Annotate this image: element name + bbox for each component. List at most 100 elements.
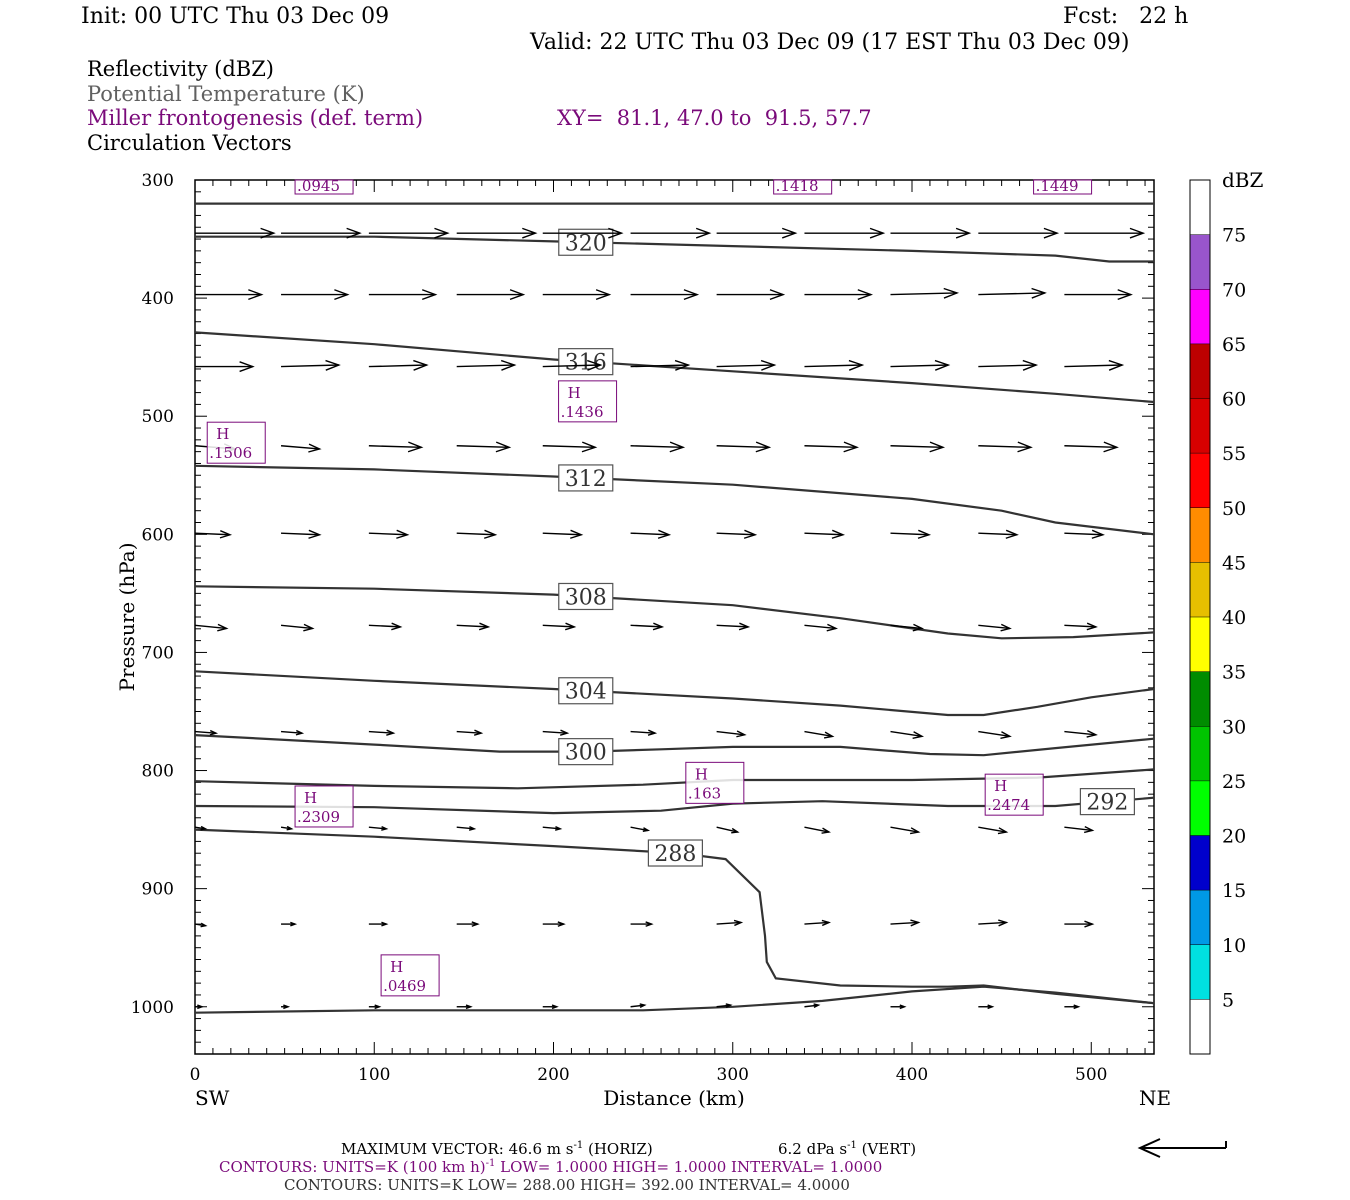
vector-shaft bbox=[804, 826, 830, 833]
vector-shaft bbox=[978, 364, 1037, 368]
vector-head bbox=[910, 919, 921, 927]
vector-shaft bbox=[1064, 826, 1093, 832]
vector-head bbox=[509, 289, 526, 301]
vector-head bbox=[987, 1004, 995, 1010]
vector-head bbox=[642, 827, 651, 833]
vector-head bbox=[495, 441, 512, 453]
vector-shaft bbox=[978, 826, 1007, 833]
circulation-vector bbox=[194, 922, 208, 928]
colorbar-segment bbox=[1190, 835, 1210, 891]
theta-contour-label: 304 bbox=[558, 677, 614, 705]
vector-shaft bbox=[542, 532, 582, 536]
vector-shaft bbox=[368, 364, 427, 368]
vector-head bbox=[334, 289, 350, 301]
contours-frontogenesis-sup: -1 bbox=[486, 1158, 496, 1169]
colorbar-segment bbox=[1190, 180, 1210, 235]
circulation-vector bbox=[456, 227, 538, 239]
vector-shaft bbox=[890, 445, 944, 449]
y-axis-label: Pressure (hPa) bbox=[115, 543, 139, 692]
vector-head bbox=[674, 359, 691, 371]
theta-contour-label: 288 bbox=[647, 839, 703, 867]
circulation-vector bbox=[542, 227, 624, 239]
circulation-vector bbox=[281, 921, 298, 927]
vector-head bbox=[1017, 441, 1033, 453]
vector-head bbox=[912, 623, 925, 632]
maximum-value: .2474 bbox=[987, 796, 1030, 814]
contour-label-text: 308 bbox=[565, 585, 607, 610]
vector-head bbox=[1000, 731, 1012, 739]
circulation-vector bbox=[978, 227, 1060, 239]
vector-head bbox=[559, 729, 570, 736]
circulation-vector bbox=[368, 622, 403, 631]
circulation-vector bbox=[804, 289, 873, 301]
vector-shaft bbox=[630, 532, 670, 536]
vector-head bbox=[283, 1004, 291, 1010]
circulation-vector bbox=[630, 729, 658, 736]
vector-head bbox=[1086, 729, 1098, 738]
circulation-vector bbox=[804, 529, 845, 539]
circulation-vector bbox=[890, 441, 946, 453]
theta-contour-line bbox=[194, 828, 1155, 1005]
vector-shaft bbox=[716, 921, 742, 925]
contour-label-box bbox=[558, 464, 614, 492]
colorbar-segment bbox=[1190, 780, 1210, 836]
circulation-vector bbox=[456, 441, 512, 453]
vector-head bbox=[769, 289, 786, 301]
vector-shaft bbox=[804, 364, 863, 368]
circulation-vector bbox=[1064, 622, 1098, 631]
vector-shaft bbox=[368, 532, 408, 536]
y-tick-label: 1000 bbox=[131, 998, 174, 1018]
vector-head bbox=[755, 441, 772, 453]
max-vector-text: MAXIMUM VECTOR: 46.6 m s-1 (HORIZ) bbox=[341, 1140, 653, 1158]
vector-head bbox=[434, 227, 450, 239]
vector-head bbox=[657, 529, 672, 539]
vector-shaft bbox=[804, 532, 843, 536]
circulation-vector bbox=[1064, 441, 1119, 453]
vector-shaft bbox=[978, 730, 1010, 738]
circulation-vector bbox=[716, 919, 744, 927]
circulation-vector bbox=[804, 919, 831, 927]
vector-shaft bbox=[281, 532, 320, 536]
colorbar-segment bbox=[1190, 453, 1210, 508]
vector-head bbox=[595, 289, 612, 301]
vector-head bbox=[912, 731, 925, 739]
colorbar-segment bbox=[1190, 343, 1210, 399]
circulation-vector bbox=[195, 227, 276, 239]
circulation-vector bbox=[630, 622, 665, 631]
circulation-vector bbox=[456, 359, 517, 371]
vert-vector-label: (VERT) bbox=[857, 1140, 916, 1158]
vector-shaft bbox=[804, 1004, 819, 1008]
circulation-vector bbox=[195, 289, 264, 301]
colorbar-segment bbox=[1190, 671, 1210, 727]
vector-head bbox=[308, 443, 322, 453]
vector-head bbox=[565, 622, 577, 631]
theta-contour-line bbox=[194, 734, 1155, 757]
vector-shaft bbox=[978, 624, 1010, 630]
contours-frontogenesis-a: CONTOURS: UNITS=K (100 km h) bbox=[219, 1158, 486, 1176]
circulation-vector bbox=[630, 826, 651, 833]
vector-head bbox=[381, 921, 389, 927]
vector-shaft bbox=[716, 730, 745, 736]
colorbar-segment bbox=[1190, 398, 1210, 454]
circulation-vector bbox=[194, 729, 219, 736]
y-tick-label: 500 bbox=[142, 407, 174, 427]
vector-shaft bbox=[716, 532, 756, 536]
vector-head bbox=[483, 529, 498, 539]
circulation-vector bbox=[1064, 729, 1098, 738]
vector-shaft bbox=[368, 826, 387, 830]
theta-contour-label: 312 bbox=[558, 464, 614, 492]
vector-shaft bbox=[280, 624, 313, 630]
x-tick-label: 500 bbox=[1075, 1065, 1107, 1085]
vert-vector-sup: -1 bbox=[847, 1140, 857, 1151]
vector-shaft bbox=[630, 364, 689, 368]
vector-head bbox=[645, 921, 654, 927]
vector-head bbox=[581, 441, 598, 453]
vector-head bbox=[586, 359, 603, 371]
circulation-vector bbox=[716, 529, 758, 539]
maximum-box bbox=[294, 179, 354, 195]
vector-shaft bbox=[630, 1004, 645, 1008]
vector-shaft bbox=[804, 730, 833, 738]
x-axis-label: Distance (km) bbox=[603, 1086, 745, 1110]
theta-contour-line bbox=[194, 331, 1155, 404]
